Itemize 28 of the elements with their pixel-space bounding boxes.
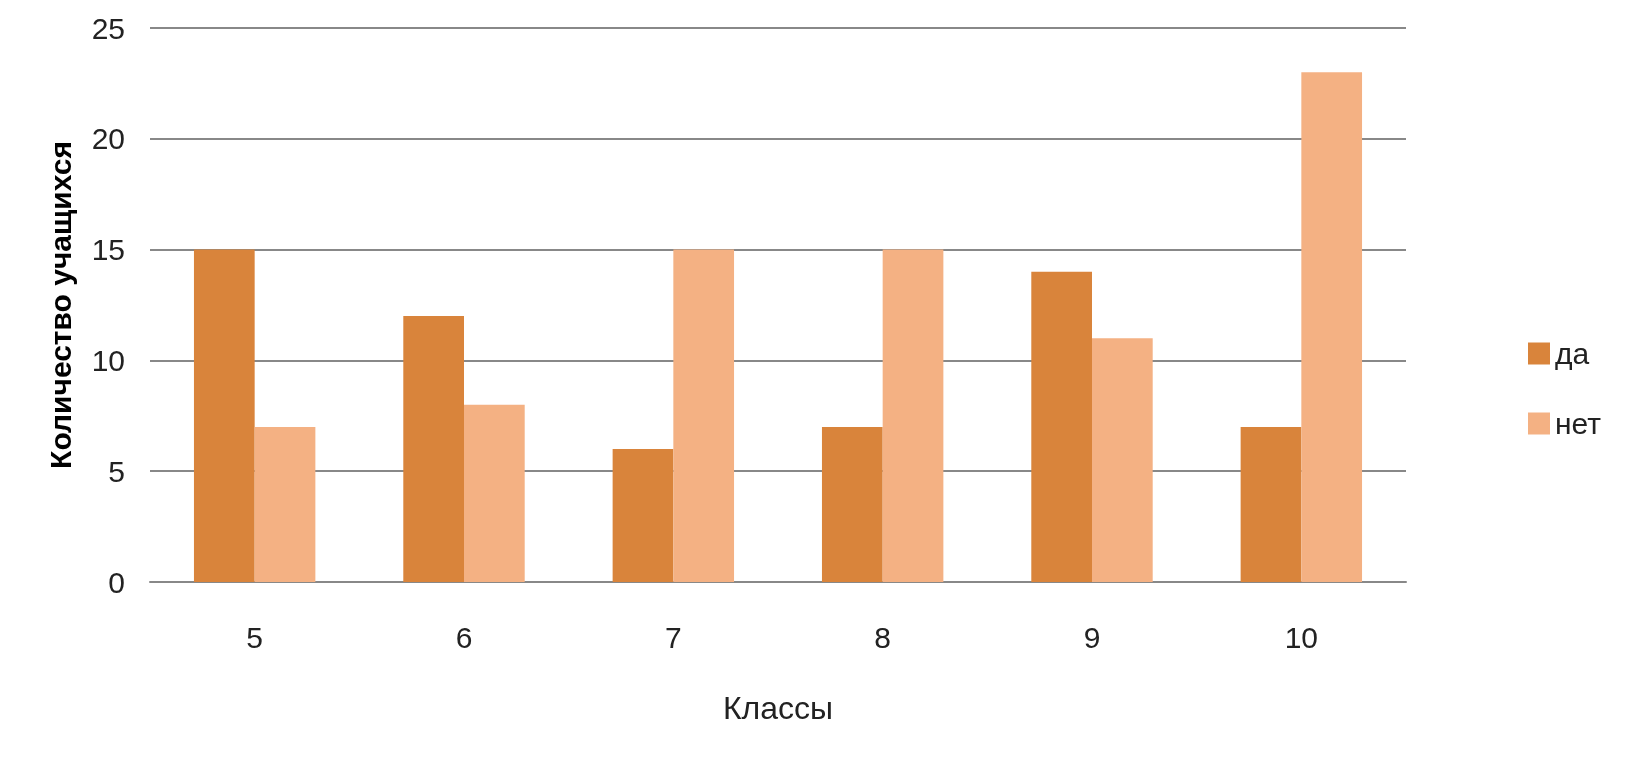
y-tick-label: 10 <box>91 343 125 377</box>
y-tick-label: 15 <box>91 233 125 267</box>
bar <box>403 316 464 582</box>
legend-label: да <box>1555 337 1590 370</box>
x-tick-label: 10 <box>1284 620 1319 654</box>
y-tick-label: 25 <box>91 11 125 45</box>
bar <box>1031 271 1092 582</box>
x-tick-label: 6 <box>455 620 473 654</box>
x-axis-title: Классы <box>722 690 834 726</box>
bar <box>464 404 525 582</box>
x-tick-label: 7 <box>664 620 682 654</box>
bar <box>882 249 944 582</box>
y-axis-title: Количество учащихся <box>43 141 77 469</box>
bar <box>1092 338 1153 582</box>
bar <box>254 426 316 582</box>
y-tick-label: 5 <box>108 454 125 488</box>
bar <box>673 249 735 582</box>
bar <box>1240 426 1302 582</box>
bar <box>612 449 674 582</box>
bar <box>1301 72 1363 582</box>
y-tick-label: 20 <box>91 122 125 156</box>
x-tick-label: 8 <box>874 620 892 654</box>
x-tick-label: 9 <box>1083 620 1101 654</box>
x-tick-label: 5 <box>246 620 264 654</box>
bar <box>193 249 255 582</box>
legend-label: нет <box>1555 407 1602 440</box>
bar <box>821 426 883 582</box>
y-tick-label: 0 <box>108 565 125 599</box>
